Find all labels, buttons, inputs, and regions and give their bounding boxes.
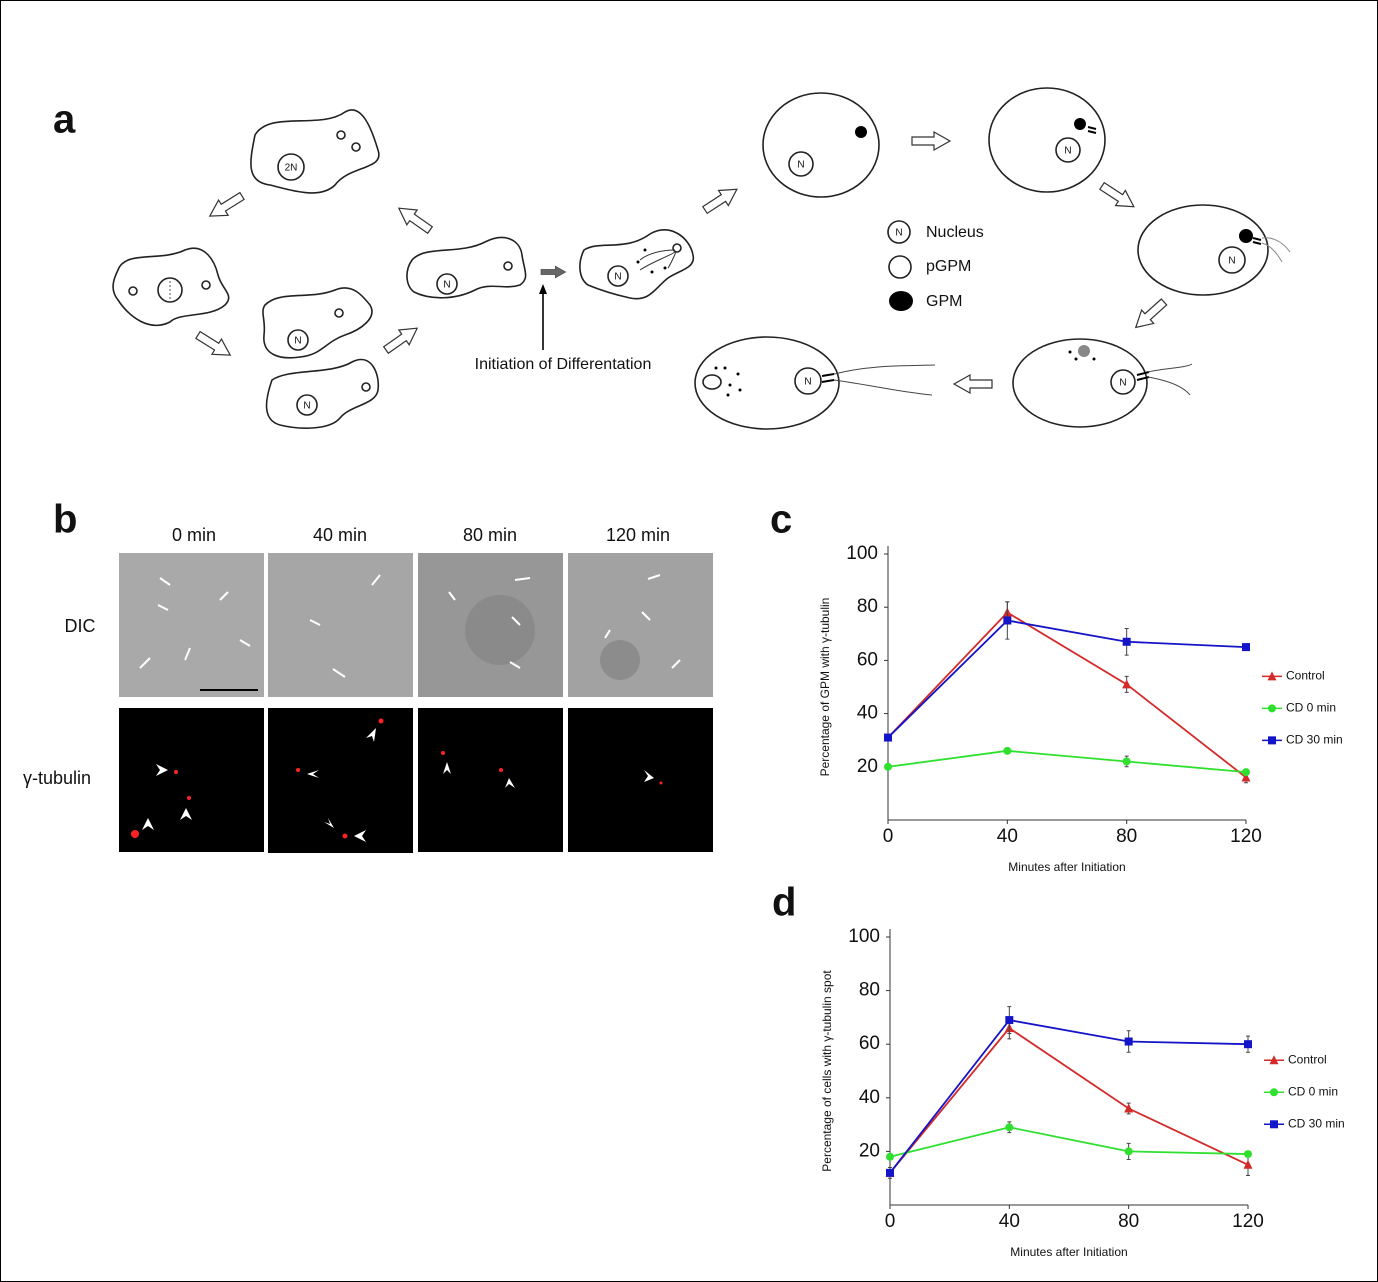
y-tick-label: 40 xyxy=(857,703,878,724)
marker xyxy=(1124,1147,1133,1156)
marker xyxy=(1122,757,1131,766)
cell-label: N xyxy=(443,280,450,291)
marker xyxy=(1242,643,1250,652)
y-tick-label: 100 xyxy=(846,543,878,564)
legend-label: pGPM xyxy=(926,258,971,275)
y-axis-label: Percentage of GPM with γ-tubulin xyxy=(818,598,832,777)
marker xyxy=(1268,736,1276,745)
marker xyxy=(1269,1055,1279,1065)
y-tick-label: 80 xyxy=(859,980,880,1001)
legend-symbol: N xyxy=(895,228,902,239)
marker xyxy=(886,1152,894,1161)
marker xyxy=(1244,1040,1252,1049)
x-tick-label: 120 xyxy=(1230,826,1262,847)
legend-label: CD 0 min xyxy=(1288,1084,1338,1098)
x-axis-label: Minutes after Initiation xyxy=(1008,860,1125,874)
marker xyxy=(1243,1159,1253,1169)
cell-label: N xyxy=(1064,146,1071,157)
x-tick-label: 40 xyxy=(999,1211,1020,1232)
cell-label: N xyxy=(294,336,301,347)
row-label: γ-tubulin xyxy=(23,768,91,788)
series-line xyxy=(889,1026,1249,1174)
marker xyxy=(1242,768,1250,777)
cell-label: N xyxy=(303,401,310,412)
legend-label: Control xyxy=(1286,669,1325,683)
cell-label: N xyxy=(804,377,811,388)
x-tick-label: 120 xyxy=(1232,1211,1264,1232)
legend-label: GPM xyxy=(926,293,962,310)
panel-label: b xyxy=(53,498,77,542)
time-label: 80 min xyxy=(463,525,517,545)
y-tick-label: 20 xyxy=(859,1140,880,1161)
diagram: 2N N N N N N N N N N N Nucleus pGPM GPM … xyxy=(112,87,1291,430)
legend-label: Nucleus xyxy=(926,224,984,241)
cell-label: 2N xyxy=(285,163,298,174)
row-label: DIC xyxy=(65,616,96,636)
x-axis-label: Minutes after Initiation xyxy=(1010,1245,1127,1259)
y-tick-label: 20 xyxy=(857,756,878,777)
panel-label: c xyxy=(770,498,792,542)
marker xyxy=(884,733,892,742)
y-axis-label: Percentage of cells with γ-tubulin spot xyxy=(820,970,834,1172)
y-tick-label: 100 xyxy=(848,926,880,947)
marker xyxy=(1270,1088,1278,1097)
marker xyxy=(1003,616,1012,625)
marker xyxy=(1122,679,1132,689)
marker xyxy=(1268,704,1276,713)
marker xyxy=(1005,1123,1014,1132)
y-tick-label: 60 xyxy=(859,1033,880,1054)
marker xyxy=(1124,1037,1133,1046)
legend-label: Control xyxy=(1288,1052,1327,1066)
panel-label: d xyxy=(772,881,796,925)
time-label: 0 min xyxy=(172,525,216,545)
micrographs: 0 min 40 min 80 min 120 min DIC γ-tubuli… xyxy=(23,525,713,853)
panel-label: a xyxy=(53,98,76,142)
series-line xyxy=(887,749,1247,774)
marker xyxy=(1003,746,1012,755)
legend-label: CD 30 min xyxy=(1286,733,1343,747)
time-label: 40 min xyxy=(313,525,367,545)
marker xyxy=(1005,1016,1014,1025)
x-tick-label: 80 xyxy=(1118,1211,1139,1232)
y-tick-label: 40 xyxy=(859,1087,880,1108)
annotation: Initiation of Differentation xyxy=(475,356,652,373)
marker xyxy=(1270,1120,1278,1129)
x-tick-label: 40 xyxy=(997,826,1018,847)
series-line xyxy=(889,1126,1249,1158)
marker xyxy=(884,762,892,771)
marker xyxy=(1241,772,1251,782)
series-line xyxy=(887,619,1247,739)
marker xyxy=(1244,1150,1252,1159)
y-tick-label: 80 xyxy=(857,596,878,617)
marker xyxy=(886,1168,894,1177)
y-tick-label: 60 xyxy=(857,649,878,670)
cell-label: N xyxy=(614,272,621,283)
marker xyxy=(1267,671,1277,681)
series-line xyxy=(887,611,1247,779)
legend-label: CD 30 min xyxy=(1288,1116,1345,1130)
x-tick-label: 80 xyxy=(1116,826,1137,847)
cell-label: N xyxy=(797,160,804,171)
x-tick-label: 0 xyxy=(885,1211,896,1232)
legend-label: CD 0 min xyxy=(1286,701,1336,715)
marker xyxy=(1122,637,1131,646)
x-tick-label: 0 xyxy=(883,826,894,847)
series-line xyxy=(889,1019,1249,1174)
cell-label: N xyxy=(1228,256,1235,267)
marker xyxy=(1124,1103,1134,1113)
cell-label: N xyxy=(1119,378,1126,389)
time-label: 120 min xyxy=(606,525,670,545)
